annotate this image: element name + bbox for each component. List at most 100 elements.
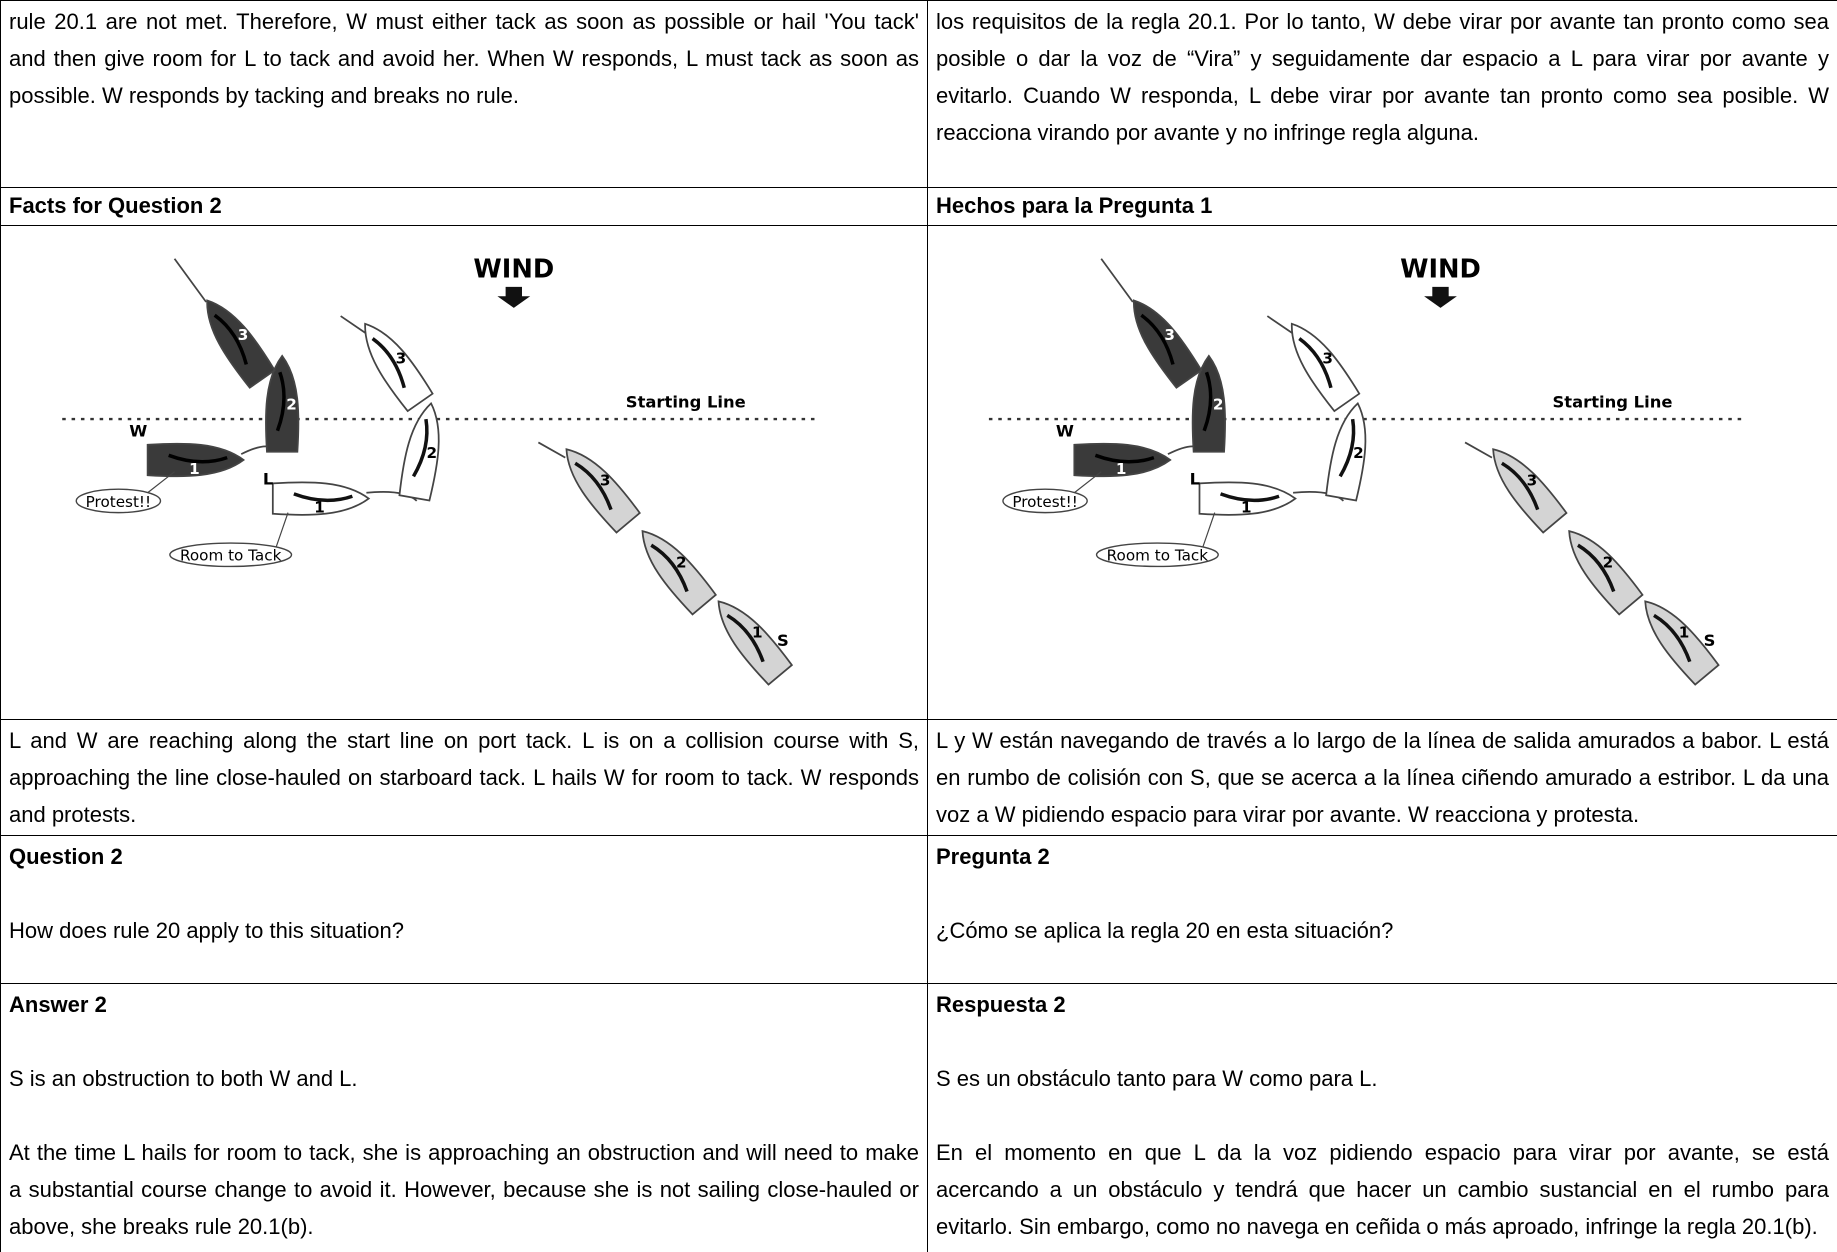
track [1293,491,1345,502]
cell-heading: Pregunta 2 [936,844,1050,869]
boat: 3 [1290,322,1361,413]
row: Starting Line WIND 1 2 3 W 1 2 3 L 1 2 3 S Protest!! Ro… [0,225,1837,720]
hail-bubble [1095,542,1219,568]
sail [371,337,406,389]
track [173,258,207,303]
track [1266,315,1294,335]
sail [1577,543,1616,593]
boat: 3 [206,299,276,389]
cell: rule 20.1 are not met. Therefore, W must… [0,0,928,188]
hail-label: Protest!! [1012,493,1077,511]
boat: 3 [364,322,434,413]
row: Question 2 How does rule 20 apply to this… [0,835,1837,984]
sail [1653,613,1692,663]
cell-heading: Answer 2 [9,992,107,1017]
row: Facts for Question 2 Hechos para la Preg… [0,187,1837,226]
position-number: 1 [1679,624,1690,642]
boat: 2 [1325,401,1367,502]
paragraph: At the time L hails for room to tack, sh… [9,1140,919,1239]
boat: 1 [271,481,371,517]
hail-pointer [147,471,175,494]
sail [1202,371,1213,432]
sail [650,543,689,593]
wind-arrow [1424,286,1457,308]
starting-line-label: Starting Line [626,392,746,411]
position-number: 2 [426,444,437,462]
position-number: 3 [238,326,249,344]
cell-heading: Respuesta 2 [936,992,1066,1017]
boat: 2 [641,530,718,616]
position-number: 2 [286,396,297,414]
boat-name: S [777,631,789,650]
hull [398,401,440,502]
position-number: 1 [1241,499,1252,517]
track [1100,258,1134,303]
cell-heading: Hechos para la Pregunta 1 [927,187,1837,226]
boat-name: L [1190,470,1200,489]
sail [411,418,429,478]
boat: 2 [398,401,440,502]
boat: 3 [565,448,641,534]
boat-name: W [129,422,147,441]
sail [1338,418,1356,478]
sail [1094,453,1155,464]
hail-pointer [275,512,289,547]
boat: 1 [1644,600,1720,686]
wind-arrow [497,286,531,308]
sail [1298,337,1333,389]
boat: 2 [1191,354,1227,453]
cell: L and W are reaching along the start lin… [0,719,928,836]
diagram: Starting Line WIND 1 2 3 W 1 2 3 L 1 2 3 S Protest!! Ro… [988,254,1748,686]
boat-name: S [1704,631,1716,650]
position-number: 1 [1116,460,1127,478]
boat: 1 [146,442,246,478]
cell: Starting Line WIND 1 2 3 W 1 2 3 L 1 2 3 S Protest!! Ro… [927,225,1837,720]
hail-bubble [169,542,293,568]
cell: Starting Line WIND 1 2 3 W 1 2 3 L 1 2 3 S Protest!! Ro… [0,225,928,720]
paragraph: S is an obstruction to both W and L. [9,1066,358,1091]
cell-heading: Question 2 [9,844,123,869]
position-number: 2 [1353,444,1364,462]
boat: 1 [717,600,794,686]
cell: L y W están navegando de través a lo lar… [927,719,1837,836]
track [340,315,367,335]
cell: Question 2 How does rule 20 apply to this… [0,835,928,984]
sail [1219,492,1280,503]
sail [1500,461,1540,511]
paragraph: L and W are reaching along the start lin… [9,728,919,827]
sail [293,492,353,503]
boat-name: L [263,470,273,489]
sail [726,613,765,663]
cell: los requisitos de la regla 20.1. Por lo … [927,0,1837,188]
position-number: 3 [600,472,611,490]
sail [275,371,286,432]
diagram: Starting Line WIND 1 2 3 W 1 2 3 L 1 2 3 S Protest!! Ro… [62,254,821,686]
position-number: 2 [1603,553,1614,571]
position-number: 3 [396,349,407,367]
boat: 1 [1198,481,1297,517]
boat: 2 [264,354,300,453]
cell: Answer 2 S is an obstruction to both W an… [0,983,928,1252]
boat: 1 [1073,442,1172,478]
hull [1325,401,1367,502]
track [1464,441,1493,459]
hail-bubble [1002,488,1088,514]
position-number: 2 [676,553,687,571]
boat: 3 [1492,448,1568,534]
position-number: 3 [1322,349,1333,367]
boat: 3 [1132,299,1203,389]
paragraph: los requisitos de la regla 20.1. Por lo … [936,9,1829,145]
hail-bubble [75,488,162,514]
cell: Respuesta 2 S es un obstáculo tanto para … [927,983,1837,1252]
wind-label: WIND [473,254,554,284]
sail [168,453,228,464]
hail-pointer [1073,471,1102,494]
position-number: 1 [314,499,325,517]
position-number: 1 [752,624,763,642]
position-number: 1 [189,460,200,478]
hail-label: Room to Tack [1107,547,1209,565]
sail [213,313,248,365]
starting-line-label: Starting Line [1552,392,1672,411]
hail-label: Protest!! [86,493,151,511]
